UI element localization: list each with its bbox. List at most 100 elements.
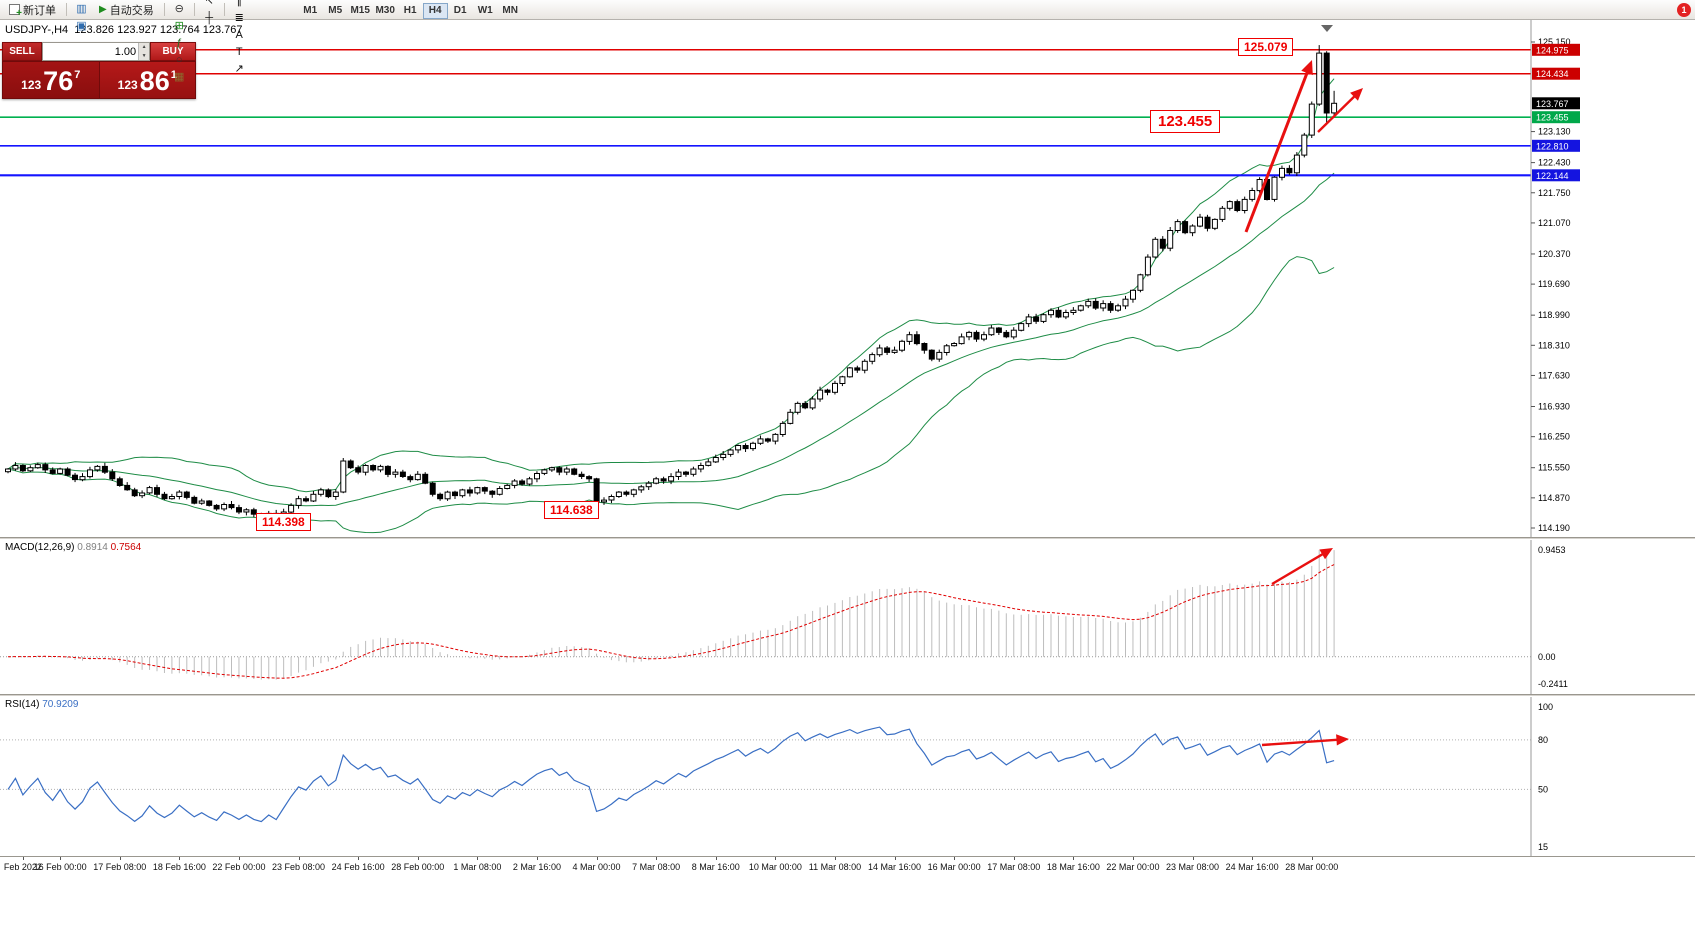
- macd-panel: 0.9453 0.00 -0.2411 MACD(12,26,9) 0.8914 0…: [0, 540, 1695, 694]
- rsi-plot[interactable]: 100 80 50 15: [0, 697, 1695, 856]
- timeframe-m5-button[interactable]: M5: [323, 3, 348, 19]
- svg-text:125.150: 125.150: [1538, 37, 1571, 47]
- text-icon: A: [235, 28, 243, 41]
- macd-plot[interactable]: 0.9453 0.00 -0.2411: [0, 540, 1695, 694]
- terminal-button[interactable]: ▣: [71, 18, 92, 35]
- fibonacci-button[interactable]: ≣: [229, 10, 250, 27]
- sell-price-display[interactable]: 123 76 7: [2, 61, 99, 99]
- time-axis-label: 16 Mar 00:00: [927, 862, 981, 872]
- time-axis-tick: [1073, 857, 1075, 860]
- auto-trading-play-icon: ▶: [99, 4, 107, 15]
- timeframe-h1-button[interactable]: H1: [398, 3, 423, 19]
- arrows-tool-button[interactable]: ↗: [229, 61, 250, 78]
- timeframe-m15-button[interactable]: M15: [348, 3, 373, 19]
- crosshair-icon: ┼: [205, 11, 214, 24]
- time-axis-tick: [1013, 857, 1015, 860]
- text-label-button[interactable]: T: [229, 44, 250, 61]
- time-axis-tick: [536, 857, 538, 860]
- toolbar-chart-icons: ║▮∿⊕⊖⊞ƒ○▦: [169, 0, 190, 86]
- equidistant-channel-button[interactable]: ∥: [229, 0, 250, 10]
- profiles-button[interactable]: ▥: [71, 1, 92, 18]
- tile-windows-button[interactable]: ⊞: [169, 18, 190, 35]
- zoom-out-button[interactable]: ⊖: [169, 1, 190, 18]
- time-axis-label: 17 Feb 08:00: [93, 862, 147, 872]
- terminal-icon: ▣: [76, 20, 87, 32]
- toolbar: 新订单 ▤▥▣ ▶ 自动交易 ║▮∿⊕⊖⊞ƒ○▦ ↖┼ │─╱∥≣AT↗ M1M…: [0, 0, 1695, 83]
- new-order-icon: [9, 4, 22, 19]
- time-axis-label: 4 Mar 00:00: [572, 862, 621, 872]
- time-axis-label: 24 Feb 16:00: [331, 862, 385, 872]
- time-axis-label: 22 Mar 00:00: [1106, 862, 1160, 872]
- indicators-icon: ƒ: [176, 37, 183, 49]
- time-axis-label: 7 Mar 08:00: [632, 862, 681, 872]
- rsi-panel: 100 80 50 15 RSI(14) 70.9209: [0, 697, 1695, 856]
- lot-spinner: ▲ ▼: [138, 43, 149, 60]
- price-annotation[interactable]: 114.638: [544, 501, 599, 519]
- price-annotation[interactable]: 123.455: [1150, 110, 1221, 133]
- candlestick-plot[interactable]: 125.150 123.130 122.430 121.750 121.070 120.3…: [0, 20, 1695, 537]
- buy-button[interactable]: BUY: [150, 42, 196, 61]
- lot-size-input[interactable]: [43, 43, 139, 60]
- svg-text:123.767: 123.767: [1536, 99, 1569, 109]
- macd-signal-value: 0.7564: [110, 542, 142, 553]
- svg-text:123.455: 123.455: [1536, 113, 1569, 123]
- new-order-label: 新订单: [23, 4, 56, 17]
- time-axis-tick: [894, 857, 896, 860]
- svg-text:120.370: 120.370: [1538, 249, 1571, 259]
- time-axis-tick: [298, 857, 300, 860]
- time-axis-tick: [656, 857, 658, 860]
- templates-button[interactable]: ▦: [169, 69, 190, 86]
- tile-windows-icon: ⊞: [174, 20, 184, 32]
- timeframe-mn-button[interactable]: MN: [498, 3, 523, 19]
- new-order-button[interactable]: 新订单: [3, 1, 62, 19]
- time-axis[interactable]: Feb 2022 16 Feb 00:00 17 Feb 08:00 18 Feb 1…: [0, 856, 1695, 874]
- svg-text:118.990: 118.990: [1538, 310, 1570, 320]
- indicators-button[interactable]: ƒ: [169, 35, 190, 52]
- lot-increase-button[interactable]: ▲: [141, 44, 147, 50]
- time-axis-label: 22 Feb 00:00: [212, 862, 266, 872]
- time-axis-tick: [22, 857, 24, 860]
- time-axis-label: 18 Feb 16:00: [152, 862, 206, 872]
- buy-price-display[interactable]: 123 86 1: [98, 61, 196, 99]
- periods-icon: ○: [175, 54, 183, 66]
- svg-text:115.550: 115.550: [1538, 463, 1570, 473]
- time-axis-tick: [1252, 857, 1254, 860]
- time-axis-tick: [358, 857, 360, 860]
- timeframe-buttons: M1 M5 M15 M30 H1 H4 D1 W1 MN: [298, 0, 523, 19]
- svg-text:116.930: 116.930: [1538, 402, 1570, 412]
- periods-button[interactable]: ○: [169, 52, 190, 69]
- time-axis-label: 23 Mar 08:00: [1166, 862, 1220, 872]
- timeframe-w1-button[interactable]: W1: [473, 3, 498, 19]
- svg-text:114.190: 114.190: [1538, 523, 1570, 533]
- time-axis-tick: [119, 857, 121, 860]
- buy-price-point: 1: [170, 69, 177, 81]
- timeframe-d1-button[interactable]: D1: [448, 3, 473, 19]
- lot-decrease-button[interactable]: ▼: [141, 52, 147, 59]
- rsi-title: RSI(14): [5, 699, 40, 710]
- timeframe-m1-button[interactable]: M1: [298, 3, 323, 19]
- sell-price-point: 7: [74, 69, 81, 81]
- price-annotation[interactable]: 114.398: [256, 513, 311, 531]
- panel-splitter[interactable]: [0, 694, 1695, 697]
- cursor-button[interactable]: ↖: [199, 0, 220, 10]
- text-button[interactable]: A: [229, 27, 250, 44]
- time-axis-tick: [775, 857, 777, 860]
- svg-text:124.975: 124.975: [1536, 45, 1569, 55]
- time-axis-label: 8 Mar 16:00: [691, 862, 740, 872]
- time-axis-label: 18 Mar 16:00: [1046, 862, 1100, 872]
- crosshair-button[interactable]: ┼: [199, 10, 220, 27]
- panel-splitter[interactable]: [0, 537, 1695, 540]
- price-annotation[interactable]: 125.079: [1238, 38, 1294, 56]
- time-axis-label: 11 Mar 08:00: [808, 862, 862, 872]
- svg-text:114.870: 114.870: [1538, 493, 1570, 503]
- timeframe-m30-button[interactable]: M30: [373, 3, 398, 19]
- lot-size-field: ▲ ▼: [42, 42, 150, 61]
- notification-badge[interactable]: 1: [1677, 3, 1691, 17]
- timeframe-h4-button[interactable]: H4: [422, 2, 448, 19]
- svg-text:122.144: 122.144: [1536, 171, 1569, 181]
- auto-trading-button[interactable]: ▶ 自动交易: [93, 1, 160, 18]
- svg-text:0.00: 0.00: [1538, 652, 1556, 662]
- sell-button[interactable]: SELL: [2, 42, 42, 61]
- time-axis-tick: [954, 857, 956, 860]
- buy-price-pips: 86: [139, 66, 170, 96]
